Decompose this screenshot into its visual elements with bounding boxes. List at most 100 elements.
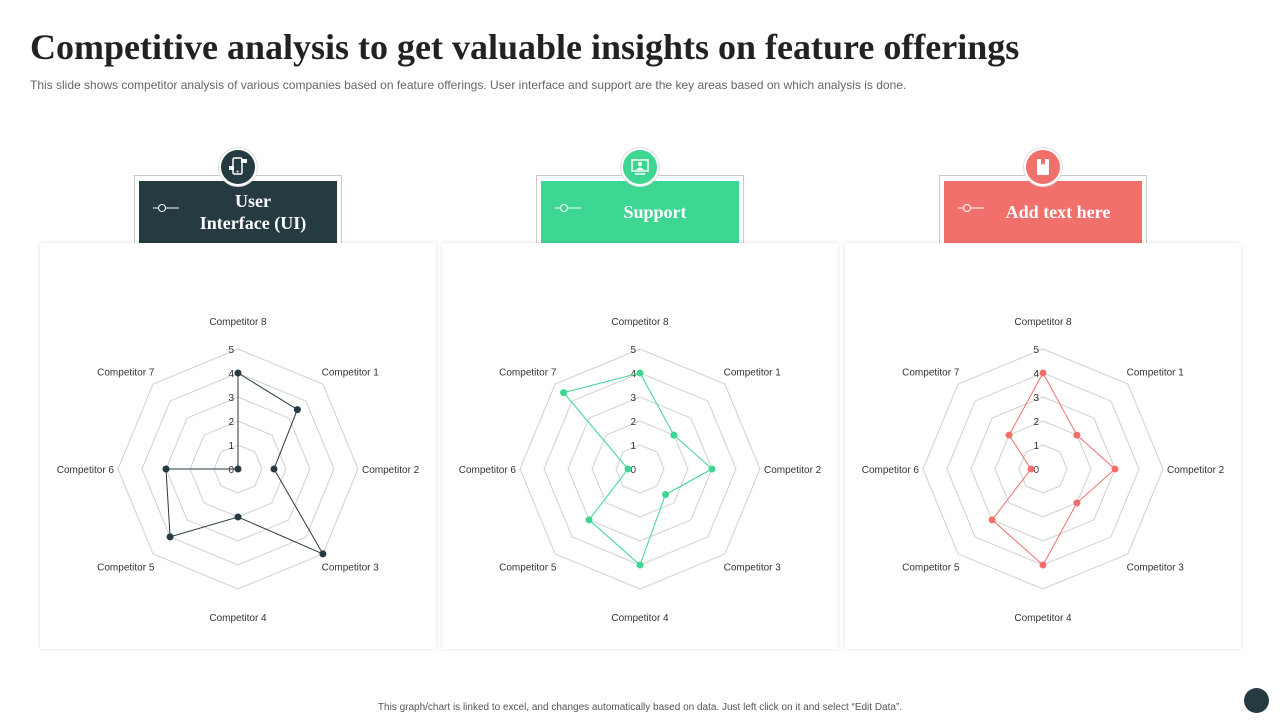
tick-label: 2 <box>1033 417 1039 428</box>
data-point[interactable] <box>162 465 170 473</box>
mobile-devices-icon <box>219 148 257 186</box>
data-point[interactable] <box>636 369 644 377</box>
data-point[interactable] <box>1073 499 1081 507</box>
category-label: Competitor 7 <box>499 367 557 378</box>
radar-chart-add-text[interactable]: 0 1 2 3 4 5 Competitor 1 Competitor 2 Competitor… <box>845 243 1241 649</box>
category-label: Competitor 8 <box>209 317 267 328</box>
key-line-icon <box>555 204 581 212</box>
card-header-add-text: Add text here <box>944 181 1142 243</box>
tick-label: 5 <box>228 345 234 356</box>
grid-ring <box>994 420 1092 518</box>
footer-note: This graph/chart is linked to excel, and… <box>377 702 903 713</box>
category-label: Competitor 2 <box>362 465 420 476</box>
book-icon <box>1024 148 1062 186</box>
grid-ring <box>213 444 263 494</box>
category-label: Competitor 6 <box>459 465 517 476</box>
card-label: Support <box>623 202 687 222</box>
radar-chart-ui[interactable]: 0 1 2 3 4 5 Competitor 1 Competitor 2 Competitor… <box>40 243 436 649</box>
category-label: Competitor 4 <box>1014 613 1072 624</box>
category-label: Competitor 6 <box>57 465 115 476</box>
tick-label: 4 <box>228 369 234 380</box>
tick-label: 1 <box>630 441 636 452</box>
tick-label: 2 <box>630 417 636 428</box>
tick-label: 2 <box>228 417 234 428</box>
data-point[interactable] <box>1039 561 1047 569</box>
category-label: Competitor 1 <box>322 367 380 378</box>
data-point[interactable] <box>1005 431 1013 439</box>
tick-label: 1 <box>228 441 234 452</box>
data-point[interactable] <box>1027 465 1035 473</box>
radar-panel-add-text: 0 1 2 3 4 5 Competitor 1 Competitor 2 Competitor… <box>845 243 1241 649</box>
radar-panel-support: 0 1 2 3 4 5 Competitor 1 Competitor 2 Competitor… <box>442 243 838 649</box>
data-point[interactable] <box>708 465 716 473</box>
page-title: Competitive analysis to get valuable ins… <box>30 27 1020 67</box>
category-label: Competitor 3 <box>724 563 782 574</box>
tick-label: 0 <box>1033 465 1039 476</box>
tick-label: 3 <box>630 393 636 404</box>
grid-ring <box>543 372 737 566</box>
radar-panel-ui: 0 1 2 3 4 5 Competitor 1 Competitor 2 Competitor… <box>40 243 436 649</box>
data-point[interactable] <box>1039 369 1047 377</box>
page-subtitle: This slide shows competitor analysis of … <box>30 78 907 92</box>
tick-label: 4 <box>1033 369 1039 380</box>
data-point[interactable] <box>670 431 678 439</box>
data-point[interactable] <box>624 465 632 473</box>
data-point[interactable] <box>270 465 278 473</box>
card-label: Add text here <box>1005 202 1111 222</box>
grid-ring <box>1018 444 1068 494</box>
data-point[interactable] <box>1073 431 1081 439</box>
card-header-support: Support <box>541 181 739 243</box>
tick-label: 1 <box>1033 441 1039 452</box>
category-label: Competitor 5 <box>97 563 155 574</box>
data-point[interactable] <box>636 561 644 569</box>
category-label: Competitor 7 <box>902 367 960 378</box>
category-label: Competitor 3 <box>322 563 380 574</box>
data-point[interactable] <box>166 533 174 541</box>
tick-label: 5 <box>630 345 636 356</box>
grid-ring <box>615 444 665 494</box>
grid-ring <box>946 372 1140 566</box>
category-label: Competitor 5 <box>499 563 557 574</box>
grid-ring <box>165 396 311 542</box>
grid-ring <box>189 420 287 518</box>
data-point[interactable] <box>585 516 593 524</box>
data-point[interactable] <box>560 389 568 397</box>
category-label: Competitor 6 <box>862 465 920 476</box>
category-label: Competitor 4 <box>611 613 669 624</box>
series-line <box>562 372 713 566</box>
data-point[interactable] <box>234 369 242 377</box>
tick-label: 0 <box>630 465 636 476</box>
category-label: Competitor 2 <box>764 465 822 476</box>
card-label: User Interface (UI) <box>199 191 307 233</box>
data-point[interactable] <box>293 406 301 414</box>
data-point[interactable] <box>1111 465 1119 473</box>
tick-label: 0 <box>228 465 234 476</box>
data-point[interactable] <box>234 513 242 521</box>
data-point[interactable] <box>319 550 327 558</box>
category-label: Competitor 8 <box>611 317 669 328</box>
category-label: Competitor 4 <box>209 613 267 624</box>
grid-ring <box>922 348 1164 590</box>
tick-label: 5 <box>1033 345 1039 356</box>
grid-ring <box>117 348 359 590</box>
data-point[interactable] <box>662 491 669 498</box>
key-line-icon <box>153 204 179 212</box>
category-label: Competitor 1 <box>724 367 782 378</box>
data-point[interactable] <box>234 465 242 473</box>
support-screen-icon <box>621 148 659 186</box>
category-label: Competitor 5 <box>902 563 960 574</box>
corner-dot-icon <box>1244 688 1269 713</box>
category-label: Competitor 3 <box>1127 563 1185 574</box>
card-header-ui: User Interface (UI) <box>139 181 337 243</box>
grid-ring <box>519 348 761 590</box>
data-point[interactable] <box>988 516 996 524</box>
grid-ring <box>591 420 689 518</box>
category-label: Competitor 7 <box>97 367 155 378</box>
category-label: Competitor 8 <box>1014 317 1072 328</box>
tick-label: 3 <box>228 393 234 404</box>
category-label: Competitor 2 <box>1167 465 1225 476</box>
key-line-icon <box>958 204 984 212</box>
tick-label: 3 <box>1033 393 1039 404</box>
category-label: Competitor 1 <box>1127 367 1185 378</box>
